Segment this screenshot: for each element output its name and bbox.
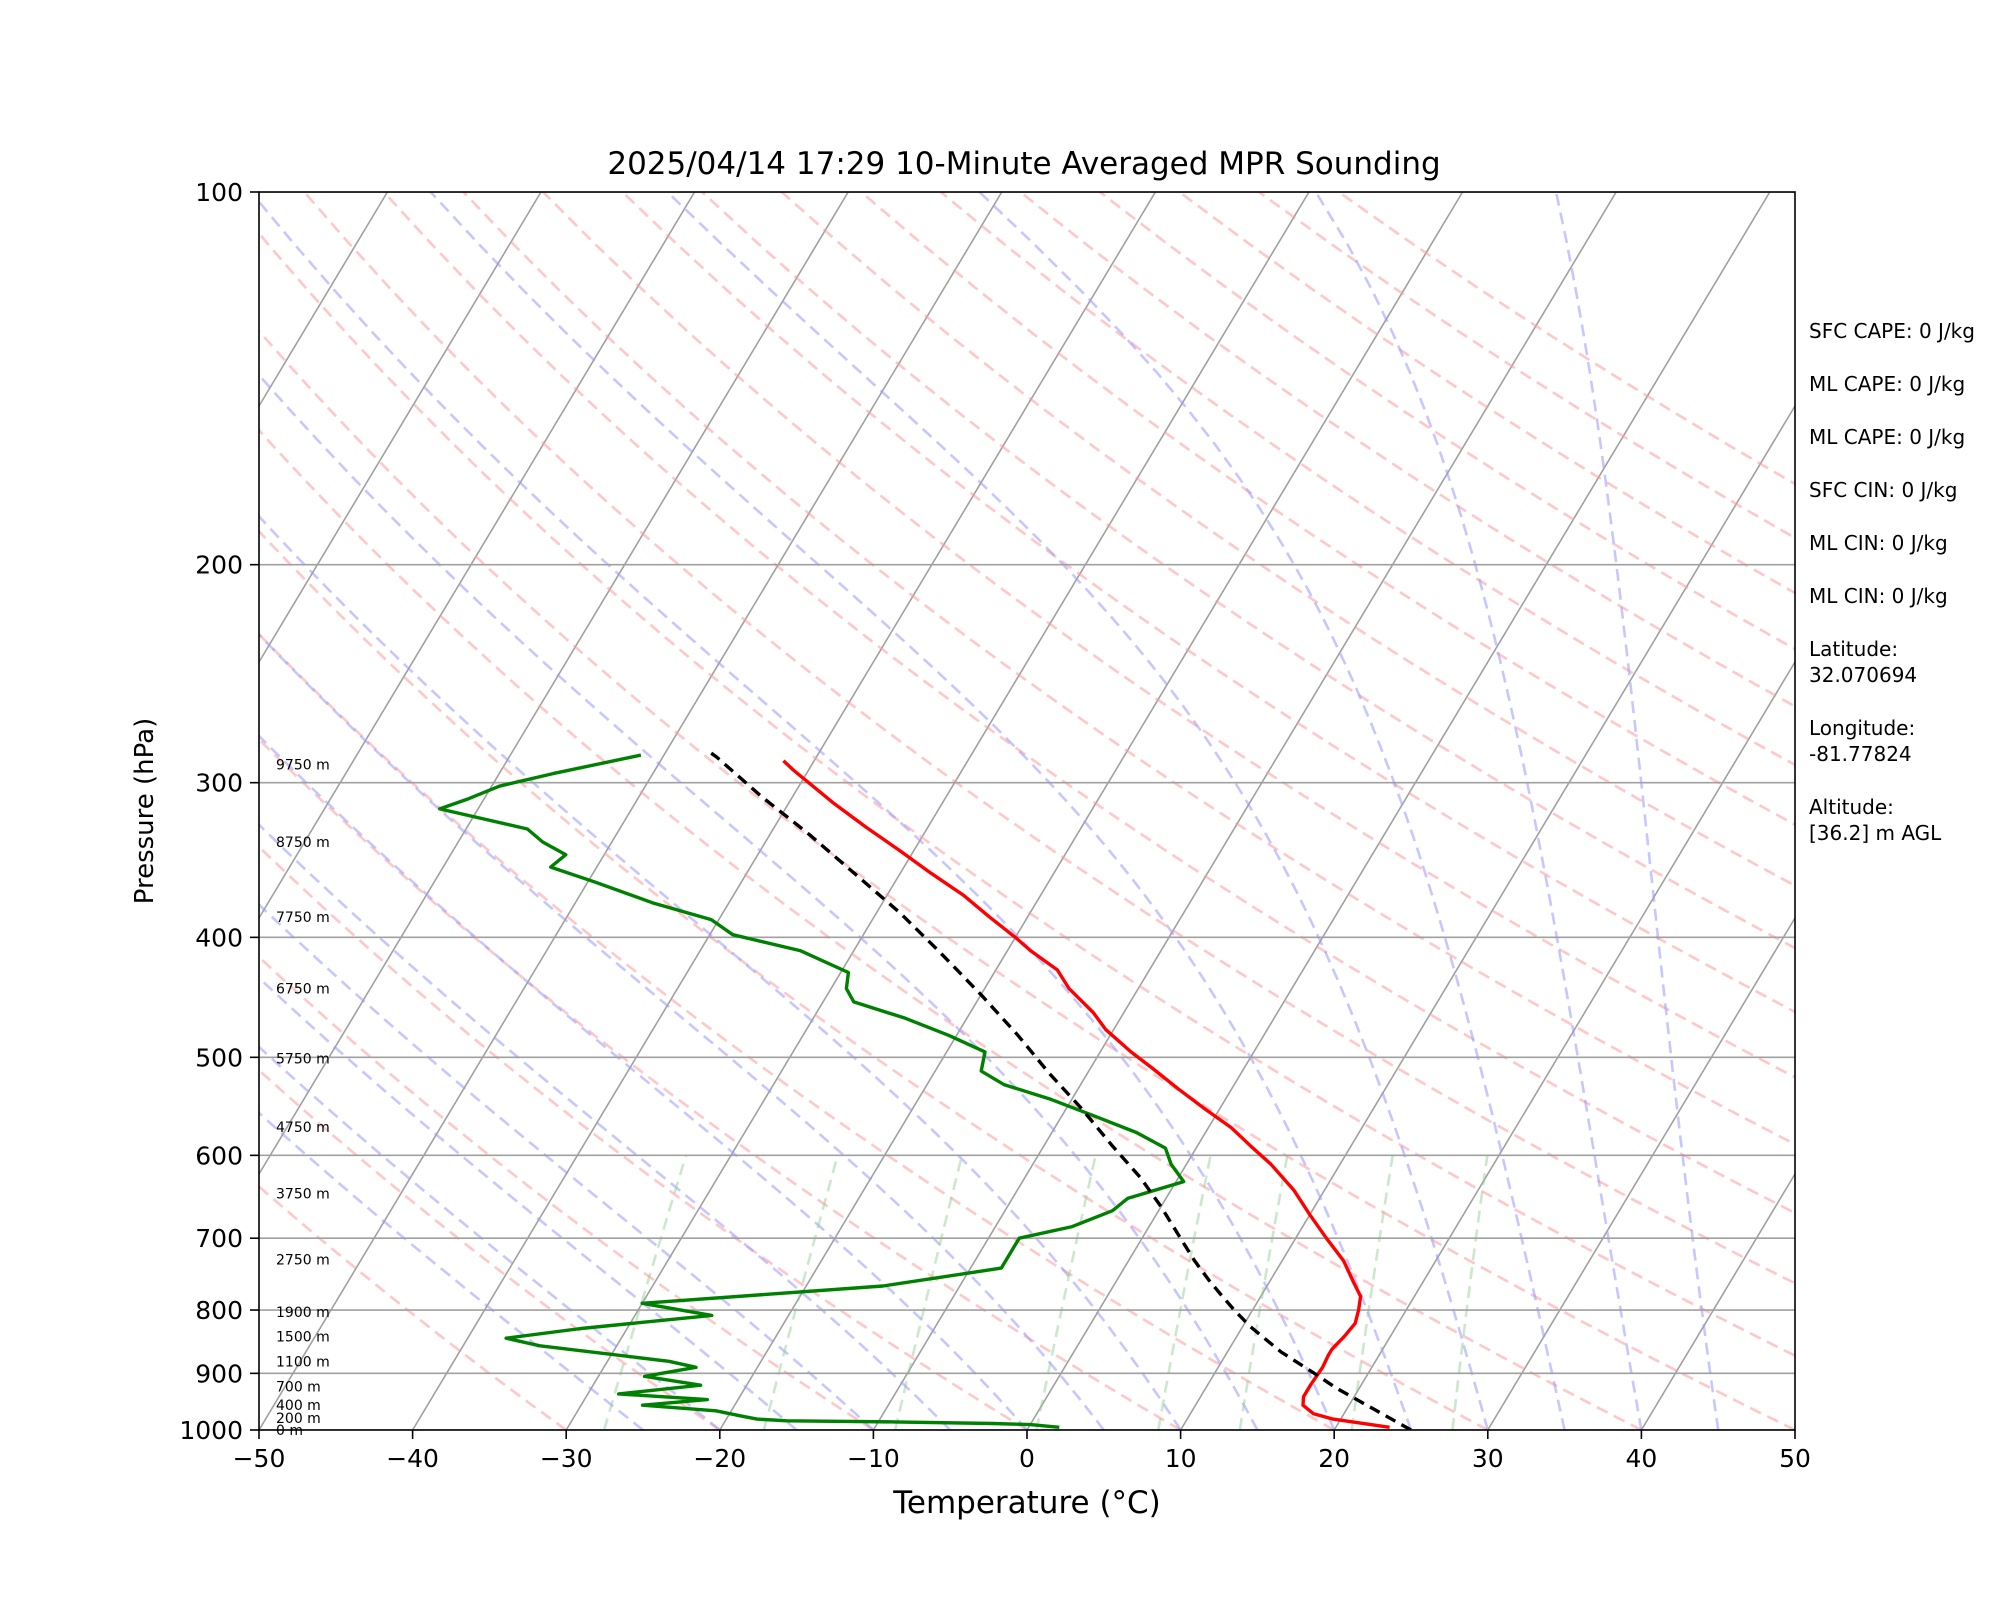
x-axis-label: Temperature (°C) [892, 1485, 1161, 1521]
moist-adiabat-line [259, 199, 1336, 1430]
moist-adiabat-line [429, 192, 1413, 1430]
y-tick-label: 600 [195, 1141, 243, 1170]
moist-adiabat-line [259, 976, 798, 1430]
y-axis-label: Pressure (hPa) [130, 718, 160, 905]
y-tick-label: 100 [195, 178, 243, 207]
dry-adiabat-line [860, 192, 1795, 827]
x-tick-label: 10 [1165, 1444, 1197, 1473]
moist-adiabat-line [259, 514, 1182, 1430]
y-tick-label: 900 [195, 1359, 243, 1388]
dry-adiabat-line [259, 529, 1489, 1430]
x-tick-label: 30 [1472, 1444, 1504, 1473]
dewpoint-trace [438, 753, 1186, 1429]
dry-adiabat-line [259, 845, 1028, 1430]
moist-adiabat-line [1314, 192, 1643, 1430]
isotherm-line [1640, 1172, 1795, 1430]
isotherm-line [1026, 192, 1771, 1430]
moist-adiabat-line [259, 373, 1259, 1430]
parcel-trace [710, 751, 1412, 1430]
isotherm-line [259, 192, 1003, 1430]
x-tick-label: −50 [233, 1444, 286, 1473]
moist-adiabat-line [1554, 192, 1720, 1430]
dry-adiabat-line [382, 192, 1795, 1215]
height-label: 400 m [276, 1398, 321, 1414]
isotherm-line [259, 192, 849, 1176]
isotherm-line [1487, 916, 1795, 1430]
x-tick-label: 50 [1779, 1444, 1811, 1473]
isotherm-line [872, 192, 1617, 1430]
y-tick-label: 500 [195, 1043, 243, 1072]
dry-adiabat-line [462, 192, 1795, 1146]
info-item: Longitude: -81.77824 [1809, 716, 1916, 766]
height-label: 1500 m [276, 1329, 330, 1345]
x-tick-label: 20 [1318, 1444, 1350, 1473]
dry-adiabat-line [303, 192, 1795, 1285]
height-label: 1100 m [276, 1354, 330, 1370]
background-lines [259, 192, 1795, 1430]
moist-adiabat-line [978, 192, 1566, 1430]
y-tick-label: 700 [195, 1224, 243, 1253]
dry-adiabat-line [621, 192, 1795, 1014]
isotherm-line [565, 192, 1310, 1430]
y-axis: 100 200 300 400 500 600 700 800 900 1000 [179, 178, 259, 1445]
x-tick-label: −10 [847, 1444, 900, 1473]
height-label: 8750 m [276, 835, 330, 851]
height-label: 9750 m [276, 757, 330, 773]
dry-adiabat-line [1019, 192, 1795, 708]
moist-adiabat-line [259, 1045, 721, 1430]
isotherm-line [1333, 660, 1795, 1430]
isotherm-line [259, 192, 389, 408]
temperature-trace [782, 759, 1390, 1429]
x-tick-label: −40 [386, 1444, 439, 1473]
height-label: 200 m [276, 1411, 321, 1427]
dry-adiabat-line [259, 329, 1795, 1430]
x-tick-label: −20 [693, 1444, 746, 1473]
moist-adiabat-line [259, 734, 1028, 1430]
info-item: SFC CIN: 0 J/kg [1809, 478, 1958, 502]
x-tick-label: −30 [540, 1444, 593, 1473]
isotherm-line [259, 192, 542, 664]
height-label: 4750 m [276, 1120, 330, 1136]
x-tick-label: 40 [1625, 1444, 1657, 1473]
pressure-grid [259, 192, 1795, 1430]
info-item: ML CAPE: 0 J/kg [1809, 372, 1966, 396]
chart-title: 2025/04/14 17:29 10-Minute Averaged MPR … [607, 146, 1440, 182]
info-item: ML CIN: 0 J/kg [1809, 584, 1948, 608]
info-item: Latitude: 32.070694 [1809, 637, 1918, 687]
height-label: 2750 m [276, 1252, 330, 1268]
y-tick-label: 300 [195, 769, 243, 798]
dry-adiabat-line [701, 192, 1795, 950]
moist-adiabat-line [259, 902, 875, 1430]
info-item: ML CAPE: 0 J/kg [1809, 425, 1966, 449]
dry-adiabat-line [259, 632, 1335, 1430]
height-label: 1900 m [276, 1305, 330, 1321]
height-label: 0 m [276, 1423, 303, 1439]
height-label: 700 m [276, 1379, 321, 1395]
height-label: 6750 m [276, 982, 330, 998]
y-tick-label: 1000 [179, 1416, 243, 1445]
dry-adiabat-line [259, 955, 875, 1430]
x-tick-label: 0 [1019, 1444, 1035, 1473]
isotherm-line [719, 192, 1464, 1430]
isotherm-line [259, 192, 696, 920]
info-item: ML CIN: 0 J/kg [1809, 531, 1948, 555]
info-item: SFC CAPE: 0 J/kg [1809, 319, 1975, 343]
info-item: Altitude: [36.2] m AGL [1809, 795, 1942, 845]
height-label: 5750 m [276, 1051, 330, 1067]
height-label: 3750 m [276, 1186, 330, 1202]
isotherm-line [1179, 404, 1795, 1430]
y-tick-label: 800 [195, 1296, 243, 1325]
sounding-traces [438, 751, 1412, 1430]
height-label: 7750 m [276, 910, 330, 926]
moist-adiabat-line [259, 632, 1105, 1430]
x-axis: −50 −40 −30 −20 −10 0 10 20 30 40 50 [233, 1430, 1811, 1473]
dry-adiabat-line [259, 231, 1795, 1358]
y-tick-label: 400 [195, 923, 243, 952]
y-tick-label: 200 [195, 551, 243, 580]
sounding-info-panel: SFC CAPE: 0 J/kg ML CAPE: 0 J/kg ML CAPE: … [1809, 318, 1999, 873]
